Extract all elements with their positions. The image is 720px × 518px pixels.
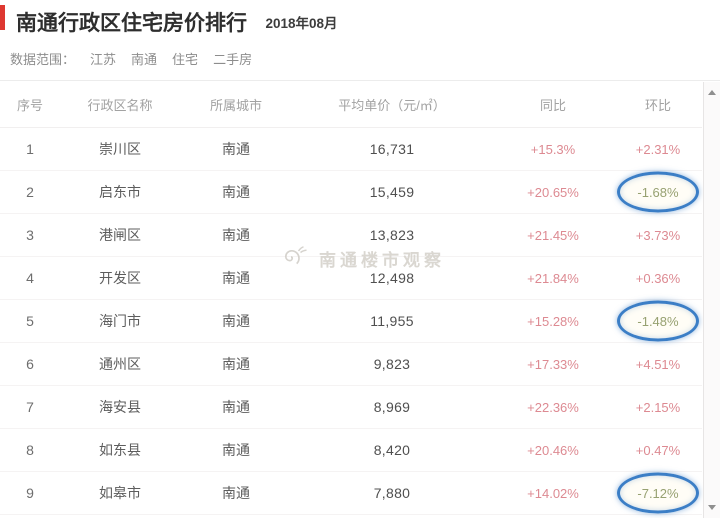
mom-value: +3.73% bbox=[635, 228, 681, 243]
rank-cell: 4 bbox=[26, 270, 34, 286]
mom-value: +2.15% bbox=[635, 400, 681, 415]
scroll-up-arrow-icon[interactable] bbox=[708, 90, 716, 95]
column-header: 平均单价（元/㎡） bbox=[338, 97, 446, 113]
table-header-row: 序号 行政区名称 所属城市 平均单价（元/㎡） 同比 环比 bbox=[0, 81, 702, 128]
mom-value: +4.51% bbox=[635, 357, 681, 372]
district-cell: 海门市 bbox=[99, 313, 141, 329]
district-cell: 如东县 bbox=[99, 442, 141, 458]
rank-cell: 5 bbox=[26, 313, 34, 329]
table-row[interactable]: 3 港闸区 南通 13,823 +21.45% +3.73% bbox=[0, 214, 702, 257]
table-row[interactable]: 9 如皋市 南通 7,880 +14.02% -7.12% bbox=[0, 472, 702, 515]
rank-cell: 8 bbox=[26, 442, 34, 458]
price-cell: 11,955 bbox=[370, 313, 414, 329]
district-cell: 开发区 bbox=[99, 270, 141, 286]
title-bar: 南通行政区住宅房价排行 2018年08月 bbox=[0, 0, 720, 38]
price-ranking-table: 序号 行政区名称 所属城市 平均单价（元/㎡） 同比 环比 1 崇川区 南通 16,731… bbox=[0, 80, 720, 515]
city-cell: 南通 bbox=[222, 270, 250, 286]
scroll-down-arrow-icon[interactable] bbox=[708, 505, 716, 510]
data-scope-line: 数据范围： 江苏 南通 住宅 二手房 bbox=[0, 38, 720, 80]
price-cell: 12,498 bbox=[369, 270, 415, 286]
rank-cell: 1 bbox=[26, 141, 34, 157]
yoy-value: +17.33% bbox=[527, 357, 579, 372]
table-row[interactable]: 8 如东县 南通 8,420 +20.46% +0.47% bbox=[0, 429, 702, 472]
price-cell: 9,823 bbox=[373, 356, 411, 372]
yoy-value: +22.36% bbox=[527, 400, 579, 415]
price-cell: 8,420 bbox=[373, 442, 411, 458]
rank-cell: 3 bbox=[26, 227, 34, 243]
table-row[interactable]: 7 海安县 南通 8,969 +22.36% +2.15% bbox=[0, 386, 702, 429]
district-cell: 港闸区 bbox=[99, 227, 141, 243]
mom-value: -1.48% bbox=[637, 314, 679, 329]
district-cell: 海安县 bbox=[99, 399, 141, 415]
table-row[interactable]: 5 海门市 南通 11,955 +15.28% -1.48% bbox=[0, 300, 702, 343]
scope-tag: 江苏 bbox=[90, 52, 117, 67]
column-header: 所属城市 bbox=[209, 97, 262, 113]
price-cell: 7,880 bbox=[373, 485, 411, 501]
city-cell: 南通 bbox=[222, 356, 250, 372]
city-cell: 南通 bbox=[222, 141, 250, 157]
scope-label: 数据范围： bbox=[10, 52, 76, 67]
table-row[interactable]: 4 开发区 南通 12,498 +21.84% +0.36% bbox=[0, 257, 702, 300]
city-cell: 南通 bbox=[222, 313, 250, 329]
mom-value: -1.68% bbox=[637, 185, 679, 200]
column-header: 同比 bbox=[539, 97, 566, 113]
price-cell: 13,823 bbox=[369, 227, 415, 243]
yoy-value: +15.28% bbox=[527, 314, 579, 329]
highlight-circle bbox=[617, 171, 699, 213]
mom-value: +0.36% bbox=[635, 271, 681, 286]
city-cell: 南通 bbox=[222, 485, 250, 501]
district-cell: 启东市 bbox=[99, 184, 141, 200]
rank-cell: 7 bbox=[26, 399, 34, 415]
district-cell: 崇川区 bbox=[99, 141, 141, 157]
yoy-value: +21.84% bbox=[527, 271, 579, 286]
price-cell: 15,459 bbox=[369, 184, 415, 200]
mom-value: +0.47% bbox=[635, 443, 681, 458]
district-cell: 如皋市 bbox=[99, 485, 141, 501]
highlight-circle bbox=[617, 300, 699, 342]
yoy-value: +14.02% bbox=[527, 486, 579, 501]
accent-bar bbox=[0, 5, 5, 30]
city-cell: 南通 bbox=[222, 227, 250, 243]
price-cell: 8,969 bbox=[373, 399, 411, 415]
mom-value: +2.31% bbox=[635, 142, 681, 157]
yoy-value: +21.45% bbox=[527, 228, 579, 243]
vertical-scrollbar[interactable] bbox=[703, 82, 720, 518]
price-cell: 16,731 bbox=[369, 141, 415, 157]
column-header: 行政区名称 bbox=[87, 97, 153, 113]
city-cell: 南通 bbox=[222, 184, 250, 200]
rank-cell: 9 bbox=[26, 485, 34, 501]
column-header: 环比 bbox=[644, 97, 671, 113]
table-row[interactable]: 1 崇川区 南通 16,731 +15.3% +2.31% bbox=[0, 128, 702, 171]
table-row[interactable]: 2 启东市 南通 15,459 +20.65% -1.68% bbox=[0, 171, 702, 214]
page-title: 南通行政区住宅房价排行 bbox=[16, 12, 247, 35]
yoy-value: +20.65% bbox=[527, 185, 579, 200]
highlight-circle bbox=[617, 472, 699, 514]
mom-value: -7.12% bbox=[637, 486, 679, 501]
scope-tags: 江苏 南通 住宅 二手房 bbox=[75, 52, 252, 67]
report-date: 2018年08月 bbox=[265, 16, 338, 31]
rank-cell: 2 bbox=[26, 184, 34, 200]
column-header: 序号 bbox=[16, 97, 43, 113]
scope-tag: 南通 bbox=[131, 52, 158, 67]
scope-tag: 二手房 bbox=[213, 52, 253, 67]
table-row[interactable]: 6 通州区 南通 9,823 +17.33% +4.51% bbox=[0, 343, 702, 386]
scope-tag: 住宅 bbox=[172, 52, 199, 67]
district-cell: 通州区 bbox=[99, 356, 141, 372]
city-cell: 南通 bbox=[222, 442, 250, 458]
city-cell: 南通 bbox=[222, 399, 250, 415]
table-body: 1 崇川区 南通 16,731 +15.3% +2.31% 2 启东市 南通 1… bbox=[0, 128, 720, 515]
yoy-value: +20.46% bbox=[527, 443, 579, 458]
rank-cell: 6 bbox=[26, 356, 34, 372]
yoy-value: +15.3% bbox=[530, 142, 576, 157]
